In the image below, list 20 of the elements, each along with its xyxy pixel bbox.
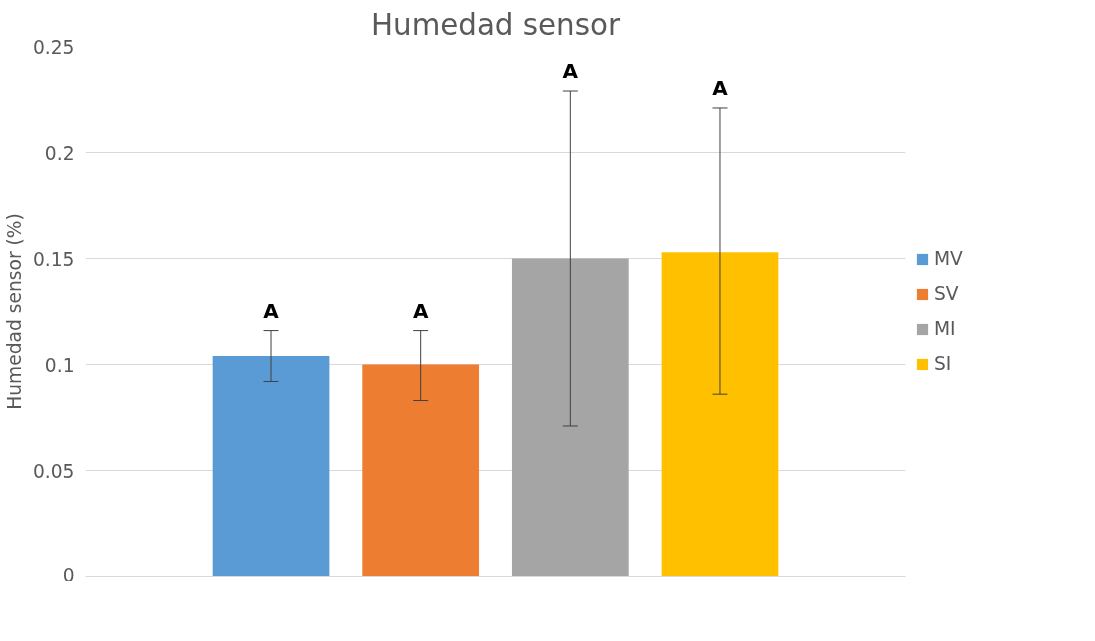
bar: [362, 364, 480, 577]
y-tick-label: 0.15: [32, 248, 75, 270]
annotation: A: [562, 59, 579, 84]
legend-label: SV: [934, 283, 959, 304]
bar: [212, 356, 330, 577]
legend-label: SI: [934, 353, 953, 374]
y-tick-label: 0.25: [32, 36, 75, 58]
y-tick-label: 0: [62, 564, 75, 586]
annotation: A: [412, 298, 429, 323]
y-tick-label: 0.05: [32, 460, 75, 482]
y-tick-label: 0.1: [44, 354, 75, 376]
bar: [661, 252, 779, 577]
legend-label: MI: [934, 318, 956, 339]
y-tick-label: 0.2: [44, 142, 75, 164]
chart-title: Humedad sensor: [371, 7, 621, 42]
legend-label: MV: [934, 248, 963, 269]
y-axis-title: Humedad sensor (%): [3, 213, 25, 410]
annotation: A: [712, 75, 729, 100]
annotation: A: [263, 298, 280, 323]
bar: [511, 258, 629, 577]
